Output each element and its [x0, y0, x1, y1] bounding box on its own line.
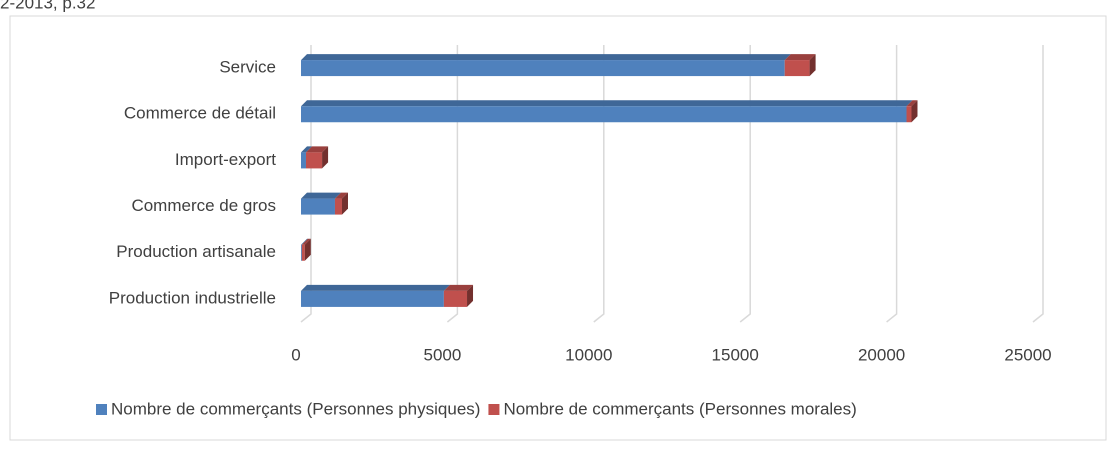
bar — [334, 198, 342, 215]
bar-side — [341, 192, 348, 215]
bar-top — [301, 284, 450, 291]
bar — [305, 152, 323, 169]
x-tick-label: 15000 — [712, 345, 759, 364]
bar-side — [322, 146, 329, 169]
x-tick-label: 25000 — [1004, 345, 1051, 364]
bar-top — [301, 100, 913, 107]
bar-side — [304, 238, 311, 261]
bar-top — [301, 238, 311, 245]
source-note: 2-2013, p.32 — [0, 0, 95, 12]
grid-line — [300, 45, 312, 323]
legend-swatch — [96, 404, 107, 415]
y-tick-label: Production industrielle — [109, 288, 276, 307]
bar-top — [443, 284, 474, 291]
bar — [301, 152, 306, 169]
bar — [301, 106, 907, 123]
bar-side — [467, 284, 474, 307]
legend-swatch — [488, 404, 500, 415]
grid-line — [739, 45, 751, 323]
bar-side — [911, 100, 918, 123]
bar — [301, 198, 335, 215]
grid-line — [886, 45, 898, 323]
bar-top — [305, 146, 329, 153]
bar — [301, 290, 444, 307]
y-tick-label: Service — [219, 58, 276, 77]
legend-label: Nombre de commerçants (Personnes morales… — [503, 399, 856, 418]
legend-label: Nombre de commerçants (Personnes physiqu… — [111, 399, 480, 418]
bar-side — [809, 54, 816, 77]
y-tick-label: Commerce de gros — [131, 196, 276, 215]
bar-top — [301, 146, 312, 153]
grid-line — [1032, 45, 1044, 323]
bar — [301, 244, 302, 261]
bar — [301, 60, 785, 77]
bar-top — [784, 54, 816, 61]
x-tick-label: 20000 — [858, 345, 905, 364]
x-tick-label: 10000 — [565, 345, 612, 364]
bar-top — [301, 238, 308, 245]
y-tick-label: Commerce de détail — [124, 104, 276, 123]
y-tick-label: Import-export — [175, 150, 276, 169]
bar — [301, 244, 305, 261]
grid-line — [593, 45, 605, 323]
bar-top — [301, 54, 791, 61]
x-tick-label: 0 — [291, 345, 300, 364]
x-tick-label: 5000 — [423, 345, 461, 364]
grid-line — [446, 45, 459, 323]
bar-top — [906, 100, 918, 107]
bar — [443, 290, 468, 307]
y-tick-label: Production artisanale — [116, 242, 276, 261]
bar — [906, 106, 912, 123]
bar-top — [301, 192, 341, 199]
chart-frame — [9, 15, 1107, 441]
bar-top — [334, 192, 348, 199]
bar — [784, 60, 810, 77]
